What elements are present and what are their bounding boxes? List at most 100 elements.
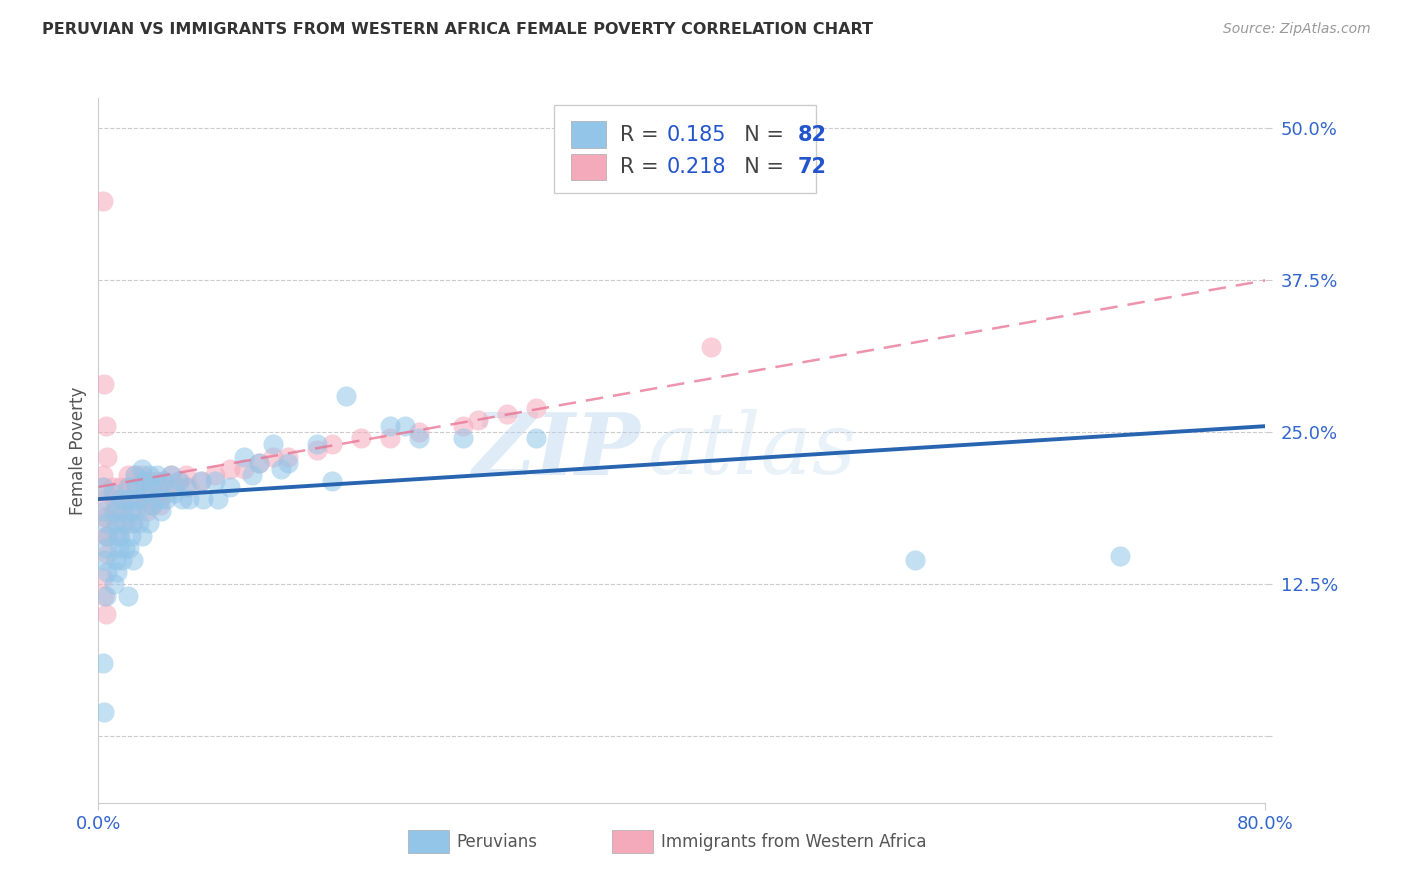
Point [93, 589, 115, 603]
Point [335, 389, 357, 403]
Point [451, 431, 474, 445]
Point [380, 431, 402, 445]
Point [149, 498, 172, 512]
Point [125, 480, 148, 494]
Point [132, 480, 155, 494]
Point [124, 467, 146, 482]
Point [94, 589, 117, 603]
Point [94, 510, 117, 524]
Point [110, 528, 132, 542]
Text: PERUVIAN VS IMMIGRANTS FROM WESTERN AFRICA FEMALE POVERTY CORRELATION CHART: PERUVIAN VS IMMIGRANTS FROM WESTERN AFRI… [42, 22, 873, 37]
FancyBboxPatch shape [408, 830, 449, 853]
Point [247, 456, 270, 470]
Point [96, 547, 118, 561]
Point [204, 467, 226, 482]
Point [163, 480, 186, 494]
Point [93, 491, 115, 506]
Point [160, 467, 183, 482]
Point [93, 510, 115, 524]
Point [135, 504, 157, 518]
Point [96, 450, 118, 464]
Point [262, 437, 284, 451]
Point [138, 516, 160, 531]
Text: N =: N = [731, 125, 790, 145]
Point [174, 467, 197, 482]
Point [132, 474, 155, 488]
Point [262, 450, 284, 464]
Point [103, 491, 125, 506]
Point [134, 491, 156, 506]
Point [190, 474, 212, 488]
Point [96, 528, 118, 542]
Text: Immigrants from Western Africa: Immigrants from Western Africa [661, 832, 927, 851]
Point [155, 486, 177, 500]
Point [91, 571, 114, 585]
Point [118, 541, 141, 555]
Point [105, 516, 128, 531]
Point [91, 656, 114, 670]
Point [125, 480, 148, 494]
Point [108, 528, 131, 542]
Point [149, 491, 172, 506]
Point [163, 486, 186, 500]
Point [108, 541, 131, 555]
Point [93, 376, 115, 391]
Text: R =: R = [620, 157, 665, 177]
Point [1108, 549, 1130, 564]
Text: ZIP: ZIP [474, 409, 641, 492]
Point [307, 443, 329, 458]
Point [277, 450, 299, 464]
Point [118, 491, 141, 506]
Point [174, 480, 197, 494]
Point [146, 474, 169, 488]
Point [124, 504, 146, 518]
Point [135, 498, 157, 512]
Point [153, 474, 176, 488]
Point [408, 431, 430, 445]
Point [408, 425, 430, 440]
Point [148, 486, 170, 500]
Point [247, 456, 270, 470]
Point [121, 516, 143, 531]
FancyBboxPatch shape [612, 830, 652, 853]
Point [94, 528, 117, 542]
Point [177, 480, 200, 494]
Point [101, 486, 124, 500]
Point [131, 467, 153, 482]
Point [524, 401, 547, 415]
Point [105, 528, 128, 542]
Point [380, 419, 402, 434]
Point [93, 553, 115, 567]
Point [146, 467, 169, 482]
Point [218, 480, 240, 494]
Point [96, 565, 118, 579]
Point [111, 504, 134, 518]
Point [190, 474, 212, 488]
Point [193, 491, 215, 506]
Text: Source: ZipAtlas.com: Source: ZipAtlas.com [1223, 22, 1371, 37]
Point [141, 498, 163, 512]
Point [139, 486, 162, 500]
Point [124, 467, 146, 482]
Point [104, 516, 127, 531]
Point [394, 419, 416, 434]
Point [233, 450, 256, 464]
Point [451, 419, 474, 434]
FancyBboxPatch shape [571, 153, 606, 180]
Point [112, 516, 135, 531]
Point [904, 553, 927, 567]
Point [110, 491, 132, 506]
Point [101, 480, 124, 494]
Point [131, 528, 153, 542]
Point [91, 480, 114, 494]
Point [91, 480, 114, 494]
Point [91, 194, 114, 209]
Text: 72: 72 [797, 157, 827, 177]
Point [112, 504, 135, 518]
Point [167, 474, 190, 488]
Point [122, 516, 145, 531]
Point [148, 480, 170, 494]
Point [110, 480, 132, 494]
Point [111, 491, 134, 506]
Point [93, 504, 115, 518]
